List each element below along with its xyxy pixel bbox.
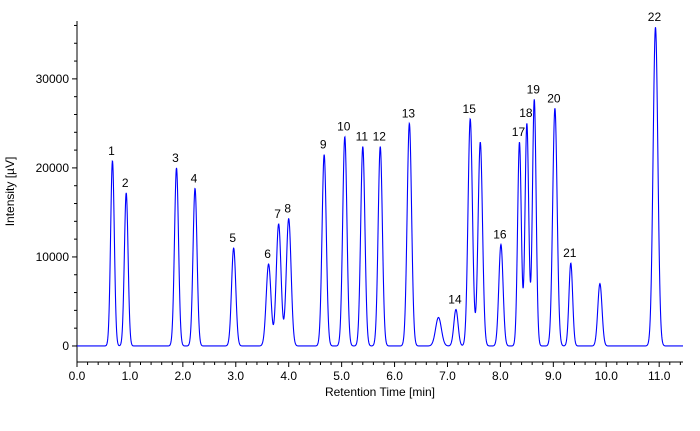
y-tick-label: 0 (62, 339, 69, 353)
x-tick-label: 5.0 (333, 369, 350, 383)
peak-label: 9 (320, 138, 327, 152)
x-tick-label: 1.0 (122, 369, 139, 383)
y-tick-label: 10000 (36, 250, 70, 264)
peak-label: 18 (519, 106, 533, 120)
peak-label: 13 (402, 106, 416, 120)
x-tick-label: 6.0 (386, 369, 403, 383)
x-tick-label: 0.0 (69, 369, 86, 383)
x-axis-title: Retention Time [min] (325, 385, 435, 399)
peak-label: 16 (493, 227, 507, 241)
x-tick-label: 11.0 (648, 369, 671, 383)
x-tick-label: 3.0 (227, 369, 244, 383)
peak-label: 4 (191, 171, 198, 185)
y-tick-label: 30000 (36, 72, 70, 86)
peak-label: 8 (284, 202, 291, 216)
peak-label: 10 (337, 120, 351, 134)
axes: 0 10000 20000 30000 0.0 1.0 2.0 3.0 4.0 5.0 6.0 7.0… (36, 21, 683, 383)
y-axis-title: Intensity [µV] (3, 157, 17, 227)
peak-label: 22 (648, 10, 662, 24)
peak-label: 21 (563, 246, 577, 260)
trace-layer (77, 27, 683, 347)
x-tick-label: 4.0 (280, 369, 297, 383)
peak-label: 11 (356, 130, 369, 144)
peak-label: 7 (274, 207, 281, 221)
peak-label: 2 (122, 176, 129, 190)
x-tick-label: 2.0 (175, 369, 192, 383)
peak-label: 3 (172, 151, 179, 165)
peak-label: 5 (229, 231, 236, 245)
y-tick-label: 20000 (36, 161, 70, 175)
peak-label: 20 (547, 91, 561, 105)
x-tick-label: 10.0 (595, 369, 619, 383)
chromatogram-trace (77, 27, 683, 347)
peak-label: 15 (463, 102, 477, 116)
peak-label: 14 (448, 292, 462, 306)
peak-label: 17 (512, 125, 526, 139)
x-tick-label: 7.0 (439, 369, 456, 383)
x-tick-label: 9.0 (545, 369, 562, 383)
peak-label: 12 (373, 130, 387, 144)
peak-label: 6 (264, 247, 271, 261)
peak-label: 19 (527, 82, 541, 96)
x-tick-label: 8.0 (492, 369, 509, 383)
peak-label: 1 (108, 144, 115, 158)
